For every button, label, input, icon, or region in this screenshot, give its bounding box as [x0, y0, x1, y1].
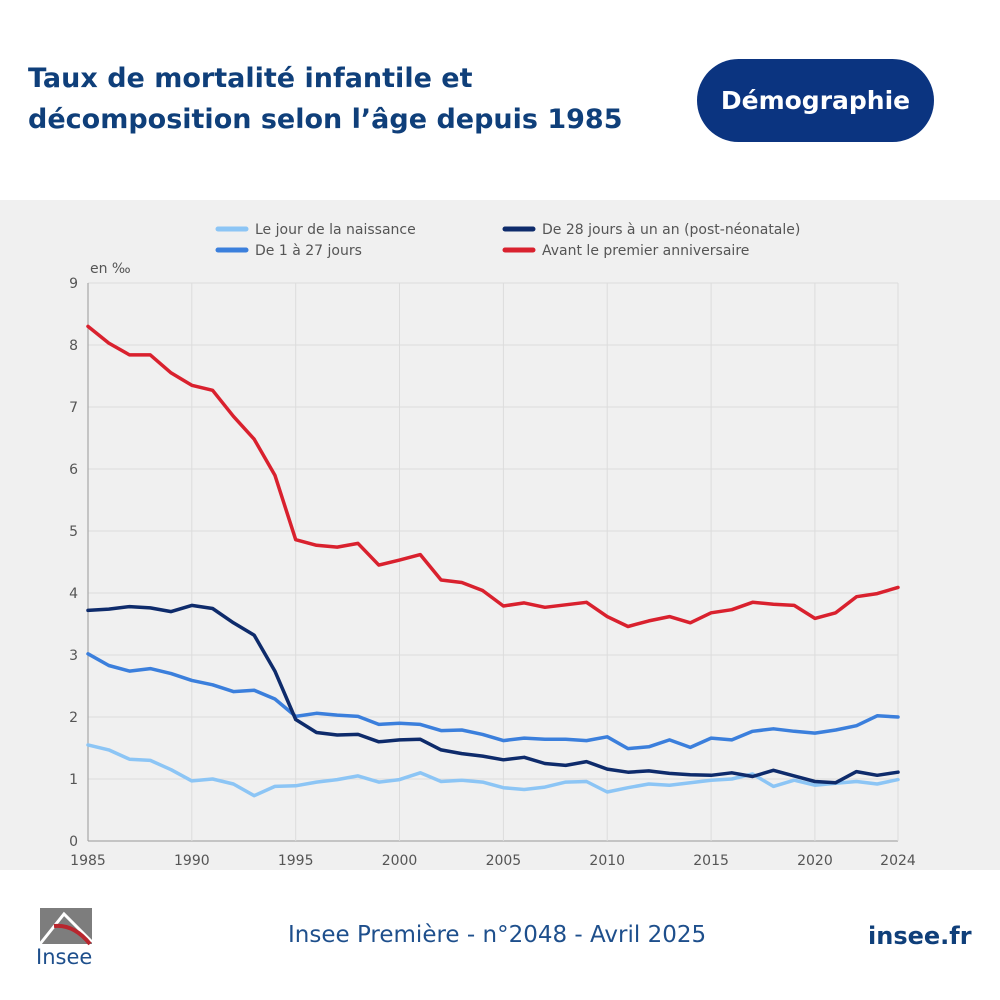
x-tick-label-1985: 1985: [70, 853, 106, 869]
line-chart: Le jour de la naissance De 1 à 27 jours De…: [69, 222, 916, 869]
x-tick-label-2010: 2010: [589, 853, 625, 869]
y-tick-label-4: 4: [69, 586, 78, 602]
logo-text: Insee: [36, 945, 93, 969]
title-line-1: Taux de mortalité infantile et: [28, 63, 473, 94]
category-badge[interactable]: Démographie: [697, 59, 934, 142]
chart-legend: Le jour de la naissance De 1 à 27 jours De…: [215, 222, 800, 259]
series-line-2: [86, 603, 900, 785]
y-tick-label-2: 2: [69, 710, 78, 726]
chart-panel: Le jour de la naissance De 1 à 27 jours De…: [0, 200, 1000, 870]
y-tick-label-9: 9: [69, 276, 78, 292]
x-tick-label-1995: 1995: [278, 853, 314, 869]
x-tick-label-1990: 1990: [174, 853, 210, 869]
y-tick-label-6: 6: [69, 462, 78, 478]
title-line-2: décomposition selon l’âge depuis 1985: [28, 104, 623, 135]
page-title: Taux de mortalité infantile et décomposi…: [28, 58, 648, 140]
y-tick-label-1: 1: [69, 772, 78, 788]
legend-label-1: De 1 à 27 jours: [255, 243, 362, 259]
chart-grid: [87, 282, 899, 842]
y-tick-label-8: 8: [69, 338, 78, 354]
legend-label-3: Avant le premier anniversaire: [542, 243, 749, 259]
series-line-3: [86, 324, 900, 629]
footer-source: Insee Première - n°2048 - Avril 2025: [288, 922, 707, 948]
x-tick-label-2015: 2015: [693, 853, 729, 869]
footer-site-link[interactable]: insee.fr: [868, 922, 972, 950]
y-tick-label-0: 0: [69, 834, 78, 850]
legend-label-0: Le jour de la naissance: [255, 222, 416, 238]
x-tick-label-2005: 2005: [486, 853, 522, 869]
y-tick-label-7: 7: [69, 400, 78, 416]
x-axis-ticks: 1985 1990 1995 2000 2005 2010 2015 2020 2024: [70, 853, 916, 869]
y-axis-label: en ‰: [90, 261, 131, 277]
insee-logo-icon: [38, 908, 94, 946]
x-tick-label-2020: 2020: [797, 853, 833, 869]
x-tick-label-2024: 2024: [880, 853, 916, 869]
y-tick-label-5: 5: [69, 524, 78, 540]
y-tick-label-3: 3: [69, 648, 78, 664]
legend-label-2: De 28 jours à un an (post-néonatale): [542, 222, 800, 238]
series-line-1: [86, 652, 900, 751]
chart-series: [86, 324, 900, 798]
series-line-0: [86, 743, 900, 798]
x-tick-label-2000: 2000: [382, 853, 418, 869]
y-axis-ticks: 0 1 2 3 4 5 6 7 8 9: [69, 276, 78, 850]
